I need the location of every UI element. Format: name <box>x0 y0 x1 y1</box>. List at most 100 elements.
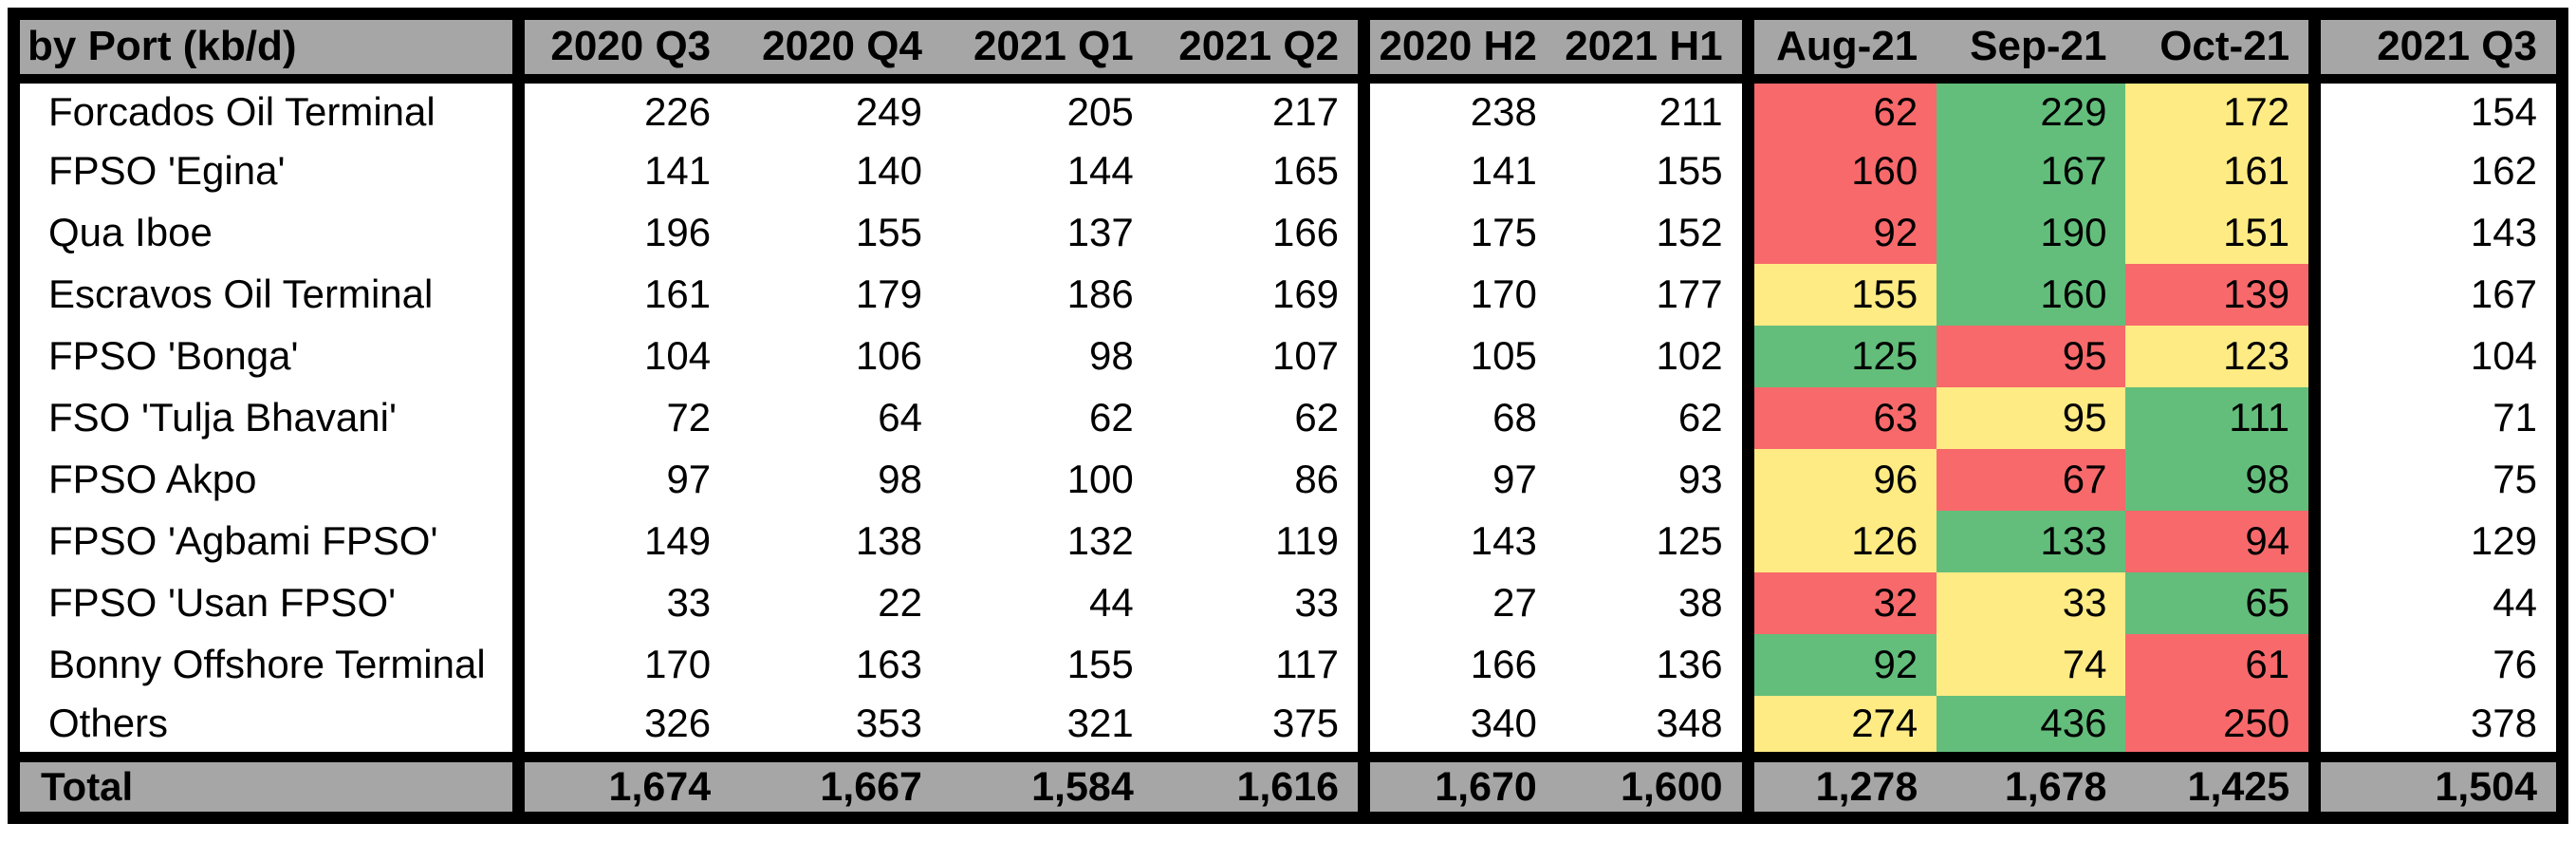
port-name-cell: Qua Iboe <box>48 210 213 254</box>
value-cell-2021-q2: 217 <box>1271 88 1340 134</box>
total-value-cell-2020-q4: 1,667 <box>730 752 941 818</box>
port-name-cell: Escravos Oil Terminal <box>48 271 434 316</box>
value-cell-2020-q3: 149 <box>511 510 731 572</box>
value-cell-2021-q3: 76 <box>2308 633 2563 696</box>
value-cell-2020-q4: 179 <box>855 271 922 316</box>
value-cell-2021-q3: 104 <box>2308 325 2563 387</box>
value-cell-oct-21: 172 <box>2125 78 2315 140</box>
port-name-cell: Bonny Offshore Terminal <box>48 642 486 686</box>
column-header-2020-h2: 2020 H2 <box>1358 13 1556 84</box>
table-row-bonny-offshore-terminal: Bonny Offshore Terminal 170 163 155 117 166 13… <box>14 633 2563 696</box>
value-cell-sep-21: 95 <box>1937 386 2126 449</box>
column-header-2021-q2: 2021 Q2 <box>1152 13 1364 84</box>
port-name-cell: Others <box>48 701 169 746</box>
value-cell-2021-h1: 93 <box>1677 457 1723 501</box>
value-cell-oct-21: 61 <box>2125 633 2315 696</box>
value-cell-oct-21: 161 <box>2125 140 2315 202</box>
value-cell-oct-21: 98 <box>2125 448 2315 511</box>
total-value-cell-sep-21: 1,678 <box>1937 752 2126 818</box>
value-cell-sep-21: 133 <box>1937 510 2126 572</box>
column-header-oct-21: Oct-21 <box>2125 13 2315 84</box>
value-cell-2020-h2: 97 <box>1358 448 1556 511</box>
value-cell-aug-21: 92 <box>1741 201 1937 264</box>
total-value-cell-oct-21: 1,425 <box>2125 752 2315 818</box>
port-name-cell: FPSO 'Egina' <box>48 148 286 193</box>
value-cell-oct-21: 250 <box>2125 695 2315 758</box>
value-cell-aug-21: 96 <box>1741 448 1937 511</box>
value-cell-2020-q3: 226 <box>511 78 731 140</box>
total-label-cell: Total <box>13 752 519 818</box>
value-cell-2021-q1: 186 <box>1066 271 1134 316</box>
value-cell-2021-q3: 167 <box>2308 263 2563 326</box>
total-value-cell-2021-q1: 1,584 <box>940 752 1153 818</box>
value-cell-2021-q1: 100 <box>1066 457 1134 501</box>
header-row: by Port (kb/d) 2020 Q3 2020 Q4 2021 Q1 2021… <box>13 13 2563 84</box>
value-cell-2021-h1: 38 <box>1677 580 1723 625</box>
value-cell-2021-q2: 62 <box>1294 395 1340 440</box>
value-cell-2021-q1: 155 <box>1066 642 1134 686</box>
value-cell-2021-q2: 165 <box>1271 148 1340 193</box>
table-row-others: Others 326 353 321 375 340 348 274 436 250 378 <box>14 695 2563 758</box>
value-cell-2020-q4: 106 <box>855 333 922 378</box>
value-cell-2021-q3: 143 <box>2308 201 2563 264</box>
value-cell-2021-q2: 375 <box>1271 701 1340 746</box>
value-cell-2021-q3: 129 <box>2308 510 2563 572</box>
value-cell-2021-q3: 71 <box>2308 386 2563 449</box>
value-cell-aug-21: 92 <box>1741 633 1937 696</box>
column-header-2021-q1: 2021 Q1 <box>940 13 1153 84</box>
value-cell-2021-q1: 44 <box>1089 580 1134 625</box>
value-cell-2020-q3: 326 <box>511 695 731 758</box>
value-cell-aug-21: 125 <box>1741 325 1937 387</box>
value-cell-2020-q4: 98 <box>878 457 922 501</box>
port-name-cell: FPSO Akpo <box>48 457 257 501</box>
value-cell-2021-h1: 125 <box>1656 518 1723 563</box>
value-cell-2021-q3: 378 <box>2308 695 2563 758</box>
value-cell-sep-21: 74 <box>1937 633 2126 696</box>
value-cell-aug-21: 126 <box>1741 510 1937 572</box>
column-header-2020-q4: 2020 Q4 <box>730 13 941 84</box>
column-header-2021-h1: 2021 H1 <box>1555 13 1749 84</box>
value-cell-2020-q4: 64 <box>878 395 922 440</box>
port-name-cell: Forcados Oil Terminal <box>48 88 436 134</box>
value-cell-sep-21: 167 <box>1937 140 2126 202</box>
column-header-sep-21: Sep-21 <box>1937 13 2126 84</box>
table-row-fpso-bonga: FPSO 'Bonga' 104 106 98 107 105 102 125 95 123 104 <box>14 325 2563 387</box>
value-cell-2020-q4: 163 <box>855 642 922 686</box>
value-cell-2020-q4: 138 <box>855 518 922 563</box>
value-cell-aug-21: 62 <box>1741 78 1937 140</box>
table-row-fpso-usan-fpso: FPSO 'Usan FPSO' 33 22 44 33 27 38 32 33 65 44 <box>14 571 2563 634</box>
value-cell-2020-h2: 141 <box>1358 140 1556 202</box>
value-cell-2021-h1: 348 <box>1656 701 1723 746</box>
value-cell-2021-h1: 155 <box>1656 148 1723 193</box>
value-cell-2021-q1: 144 <box>1066 148 1134 193</box>
value-cell-2021-q2: 166 <box>1271 210 1340 254</box>
value-cell-2021-q2: 33 <box>1294 580 1340 625</box>
column-header-2021-q3: 2021 Q3 <box>2308 13 2563 84</box>
port-name-cell: FPSO 'Usan FPSO' <box>48 580 397 625</box>
value-cell-aug-21: 274 <box>1741 695 1937 758</box>
table-row-fso-tulja-bhavani: FSO 'Tulja Bhavani' 72 64 62 62 68 62 63 95 111 71 <box>14 386 2563 449</box>
total-value-cell-2021-h1: 1,600 <box>1555 752 1749 818</box>
value-cell-2021-q1: 132 <box>1066 518 1134 563</box>
table-row-forcados-oil-terminal: Forcados Oil Terminal 226 249 205 217 238 211 6… <box>14 78 2563 140</box>
value-cell-2020-q3: 104 <box>511 325 731 387</box>
corner-header-by-port: by Port (kb/d) <box>13 13 519 84</box>
value-cell-2020-h2: 105 <box>1358 325 1556 387</box>
value-cell-aug-21: 155 <box>1741 263 1937 326</box>
value-cell-2020-h2: 68 <box>1358 386 1556 449</box>
value-cell-aug-21: 160 <box>1741 140 1937 202</box>
value-cell-2021-q1: 137 <box>1066 210 1134 254</box>
value-cell-oct-21: 123 <box>2125 325 2315 387</box>
value-cell-2021-q3: 162 <box>2308 140 2563 202</box>
value-cell-2020-q3: 97 <box>511 448 731 511</box>
value-cell-2020-h2: 175 <box>1358 201 1556 264</box>
total-value-cell-2020-q3: 1,674 <box>511 752 731 818</box>
value-cell-2021-h1: 152 <box>1656 210 1723 254</box>
value-cell-2020-q4: 155 <box>855 210 922 254</box>
value-cell-2020-q3: 196 <box>511 201 731 264</box>
total-value-cell-aug-21: 1,278 <box>1741 752 1937 818</box>
value-cell-2021-q3: 154 <box>2308 78 2563 140</box>
port-exports-table: by Port (kb/d) 2020 Q3 2020 Q4 2021 Q1 2021… <box>8 8 2568 824</box>
value-cell-oct-21: 151 <box>2125 201 2315 264</box>
